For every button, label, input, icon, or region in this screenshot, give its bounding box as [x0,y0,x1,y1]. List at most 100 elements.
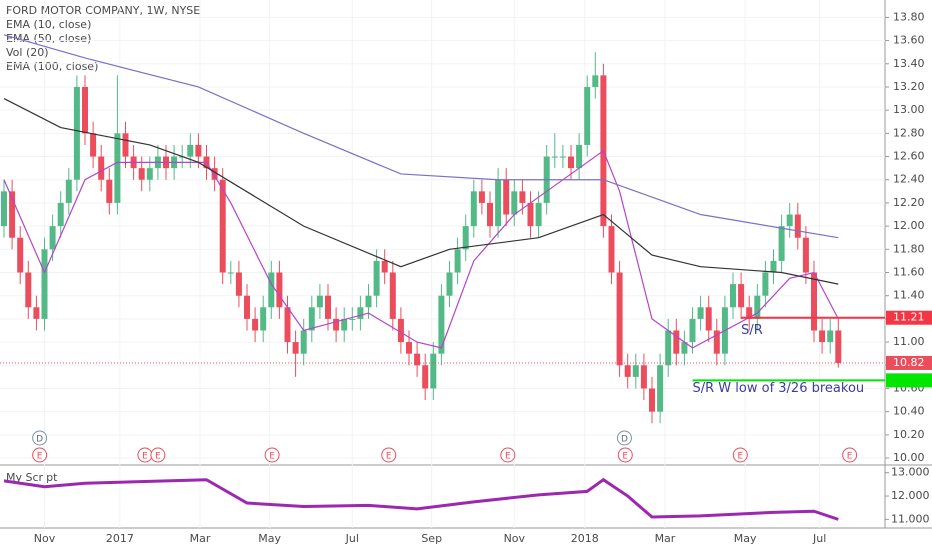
candle-body [527,202,534,227]
candle-body [503,179,510,215]
y-tick-label: 11.000 [891,512,930,525]
candle-body [697,307,704,319]
candle-body [235,272,242,296]
candle-body [98,156,105,180]
indicator-label: Vol (20) [6,46,49,59]
candle-body [33,307,40,319]
y-tick-label: 10.00 [893,451,925,464]
candle-body [681,342,688,354]
x-tick-label: Jul [345,532,359,545]
annotation: S/R [741,323,763,338]
event-label: E [155,452,161,462]
event-label: E [622,452,628,462]
candle-body [624,365,631,377]
candle-body [268,272,275,308]
y-tick-label: 12.00 [893,219,925,232]
ema-line [3,98,839,285]
event-marker [617,447,633,463]
script-line [3,477,839,521]
event-marker [264,447,280,463]
y-tick-label: 11.00 [893,335,925,348]
price-tag-label: 10.82 [893,356,925,369]
x-tick-label: May [258,532,281,545]
price-tag [886,310,932,325]
event-label: D [36,435,43,445]
x-tick-label: May [734,532,757,545]
y-tick-label: 10.20 [893,428,925,441]
candle-body [349,318,356,320]
x-tick-label: Nov [504,532,526,545]
event-marker [150,447,166,463]
y-tick-label: 12.000 [891,489,930,502]
y-tick-label: 13.80 [893,10,925,23]
candle-body [649,388,655,412]
candle-body [462,226,469,250]
x-tick-label: Sep [421,532,442,545]
candle-body [592,75,599,87]
candle-body [551,156,558,158]
candle-body [713,330,720,354]
candle-body [811,272,817,331]
y-tick-label: 13.00 [893,103,925,116]
candle-body [584,86,591,145]
candle-body [381,260,388,273]
candle-body [470,191,477,227]
y-tick-label: 12.40 [893,173,925,186]
event-marker [381,447,397,463]
candle-body [90,133,97,157]
candle-body [260,307,267,331]
candle-body [422,365,429,389]
y-tick-label: 13.40 [893,57,925,70]
price-tag [886,373,932,388]
candle-body [57,202,64,227]
x-tick-label: Mar [655,532,676,545]
event-marker [32,430,48,446]
candle-body [122,133,129,157]
candle-body [292,342,299,354]
indicator-label: EMA (10, close) [6,18,91,31]
x-tick-label: Mar [190,532,211,545]
event-label: E [269,452,275,462]
candle-body [284,307,291,343]
candle-body [762,272,769,296]
candle-body [73,86,80,180]
y-tick-label: 13.20 [893,80,925,93]
candle-body [406,342,412,354]
candle-body [608,226,615,273]
candle-body [511,191,518,215]
y-tick-label: 13.60 [893,34,925,47]
candle-body [325,295,331,319]
event-label: E [37,452,43,462]
x-tick-label: Jul [812,532,826,545]
event-label: D [621,435,628,445]
annotation: S/R W low of 3/26 breakou [693,381,865,396]
chart-title: FORD MOTOR COMPANY, 1W, NYSE [6,4,200,17]
candle-body [632,365,639,377]
candle-body [616,272,623,366]
candle-body [794,214,801,238]
candle-body [446,272,453,296]
candle-body [487,202,493,227]
legend: FORD MOTOR COMPANY, 1W, NYSE EMA (10, cl… [6,4,200,73]
candle-body [41,249,48,319]
candle-body [778,226,785,261]
candle-body [114,133,121,203]
event-marker [842,447,858,463]
event-label: E [847,452,853,462]
candle-body [106,179,113,203]
candle-body [430,353,437,389]
candle-body [576,144,583,169]
candle-body [308,307,315,331]
candle-body [397,318,404,343]
y-tick-label: 12.60 [893,150,925,163]
candle-body [835,330,842,363]
candle-body [341,318,348,331]
ema-line [3,34,839,239]
candle-body [9,191,16,238]
candle-body [730,284,736,308]
event-label: E [142,452,148,462]
candle-body [640,365,647,389]
candle-body [17,237,24,273]
candle-body [1,191,7,227]
candle-body [438,295,445,354]
